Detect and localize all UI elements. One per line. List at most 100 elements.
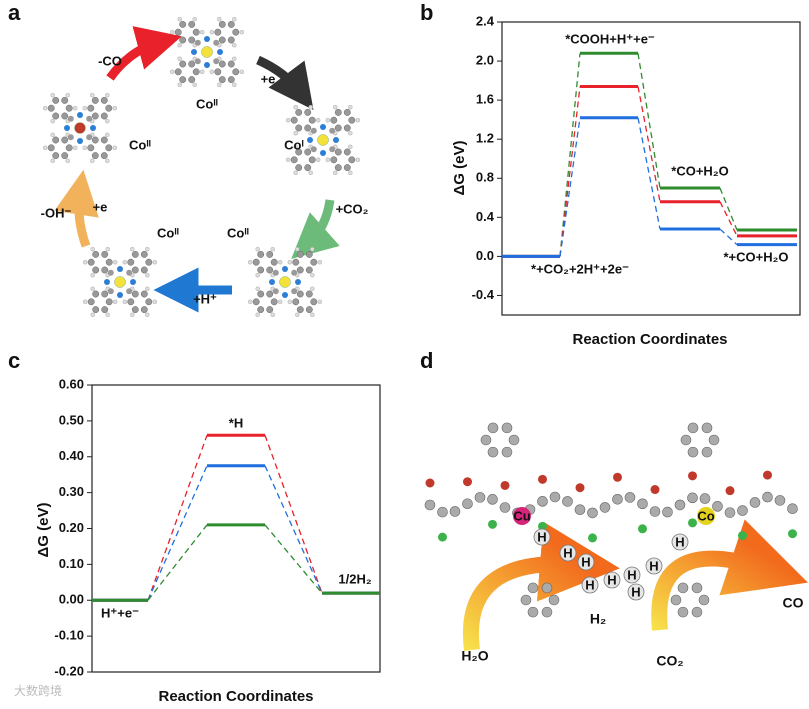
atom [177,82,182,88]
atom [438,532,447,542]
atom [255,286,260,292]
atom [315,117,321,123]
atom [127,298,135,306]
atom [105,92,110,98]
atom [105,298,113,306]
atom [310,272,315,278]
atom [209,69,215,75]
y-tick-label: 1.2 [476,131,494,146]
atom [329,127,336,134]
atom [67,134,74,141]
cycle-label: -CO [98,53,122,68]
arrow [291,199,340,259]
atom [100,152,108,160]
atom [90,92,95,98]
atom [199,69,205,75]
atom [192,68,200,76]
atom [257,290,265,298]
atom [194,39,201,46]
atom [130,246,135,252]
metal-atom [697,507,715,525]
metal-atom [279,276,291,288]
atom [87,298,95,306]
atom [131,306,139,314]
atom [255,272,260,278]
atom [188,20,196,28]
atom [90,125,96,131]
atom [87,258,95,266]
atom [725,486,735,496]
plot-frame [501,21,801,316]
atom [227,36,235,44]
atom [50,132,55,138]
atom [424,499,436,511]
atom [295,148,303,156]
y-axis-label: ΔG (eV) [451,141,468,196]
atom [179,76,187,84]
atom [334,164,342,172]
atom [117,292,123,298]
atom [737,505,748,516]
atom [270,246,275,252]
connector [559,86,581,257]
atom [499,502,511,513]
atom [152,259,158,265]
cycle-label: Coᴵ [284,137,304,152]
y-tick-label: 0.00 [59,592,84,607]
atom [92,290,100,298]
h-atom [645,557,663,575]
atom [177,42,182,48]
atom [295,246,300,252]
y-tick-label: 0.20 [59,520,84,535]
atom [107,269,114,276]
y-tick-label: 0.4 [476,209,495,224]
atom [42,145,48,151]
atom [762,491,773,503]
cycle-label: Coᴵᴵ [157,225,179,240]
atom [92,266,100,274]
atom [355,157,361,163]
atom [82,259,88,265]
atom [100,112,108,120]
atom [145,246,150,252]
atom [333,104,338,110]
cycle-label: +e [261,71,276,86]
atom [91,136,99,144]
atom [232,16,237,22]
atom [192,16,197,22]
atom [188,60,196,68]
y-tick-label: 0.10 [59,556,84,571]
panel-label: b [420,0,433,25]
atom [112,105,118,111]
y-tick-label: -0.20 [54,663,84,678]
atom [292,298,300,306]
atom [698,594,710,606]
atom [191,49,197,55]
state-label: H⁺+e⁻ [101,605,139,620]
atom [269,279,275,285]
atom [348,104,353,110]
atom [252,298,260,306]
atom [247,259,253,265]
atom [649,506,661,517]
atom [218,20,226,28]
atom [266,250,274,258]
atom [270,298,278,306]
atom [126,288,133,295]
cycle-label: +H⁺ [193,291,217,306]
atom [61,152,69,160]
atom [463,477,472,487]
connector [147,524,208,601]
connector [637,53,661,189]
atom [214,28,222,36]
atom [282,266,288,272]
connector [637,117,661,230]
atom [763,470,772,480]
atom [255,312,260,318]
state-label: *COOH+H⁺+e⁻ [565,31,655,46]
atom [105,258,113,266]
atom [47,104,55,112]
atom-label: H [607,572,616,587]
atom [277,299,283,305]
y-tick-label: 0.40 [59,448,84,463]
